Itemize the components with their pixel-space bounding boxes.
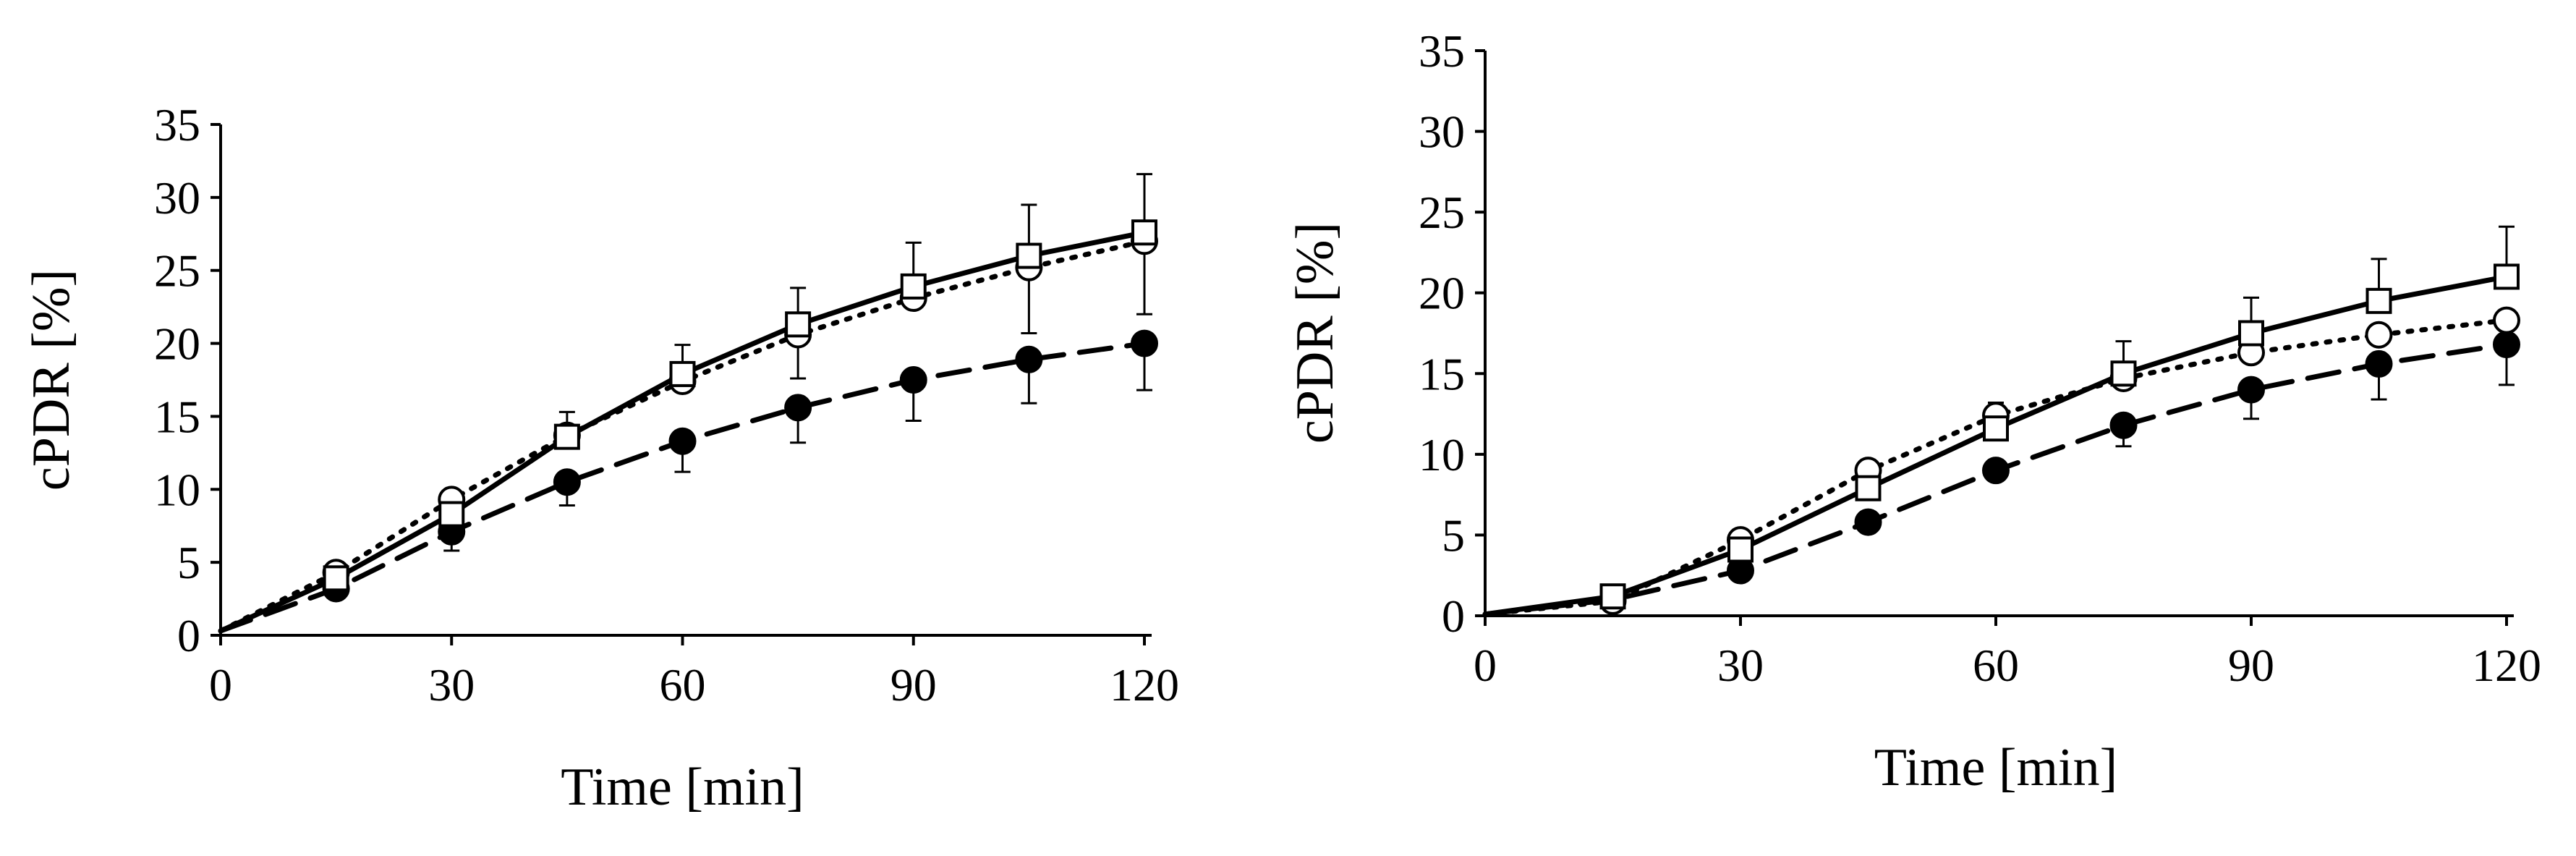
left-point-open-square-solid bbox=[785, 311, 812, 338]
left-y-tick-label: 10 bbox=[154, 464, 200, 515]
left-y-tick-label: 30 bbox=[154, 172, 200, 224]
right-point-open-square-solid bbox=[1855, 475, 1882, 501]
right-x-tick-label: 120 bbox=[2472, 640, 2541, 691]
right-point-open-circle-dotted bbox=[2493, 306, 2520, 334]
right-series-open-square-solid-line bbox=[1482, 274, 2509, 617]
right-y-tick-label: 10 bbox=[1419, 429, 1465, 480]
left-point-open-square-solid bbox=[553, 423, 580, 450]
left-point-open-square-solid bbox=[900, 273, 927, 300]
left-point-filled-circle-dashed bbox=[899, 366, 927, 394]
right-y-axis-label: cPDR [%] bbox=[1285, 222, 1345, 444]
right-point-open-circle-dotted bbox=[2365, 321, 2393, 349]
left-x-tick-label: 120 bbox=[1110, 659, 1179, 711]
chart-left: 0 5 10 15 20 25 30 35 0 30 60 90 120 cPDR [%] Time [mi… bbox=[22, 99, 1179, 817]
right-point-open-square-solid bbox=[2494, 263, 2520, 290]
left-point-open-square-solid bbox=[1016, 242, 1042, 269]
right-point-filled-circle-dashed bbox=[2109, 411, 2138, 439]
right-x-tick-label: 60 bbox=[1973, 640, 2019, 691]
left-point-filled-circle-dashed bbox=[784, 394, 812, 422]
right-y-tick-label: 35 bbox=[1419, 25, 1465, 77]
chart-right: 0 5 10 15 20 25 30 35 0 30 60 90 120 cPDR [%] Time [mi… bbox=[1285, 25, 2541, 797]
right-y-tick-label: 30 bbox=[1419, 106, 1465, 158]
left-point-open-square-solid bbox=[323, 565, 349, 592]
right-point-open-square-solid bbox=[1983, 415, 2009, 442]
left-x-tick-label: 30 bbox=[428, 659, 475, 711]
right-point-filled-circle-dashed bbox=[1854, 508, 1882, 536]
left-point-filled-circle-dashed bbox=[553, 468, 581, 496]
left-point-open-square-solid bbox=[1131, 219, 1157, 246]
right-point-filled-circle-dashed bbox=[2493, 331, 2520, 359]
right-point-open-square-solid bbox=[2365, 287, 2392, 314]
right-y-tick-label: 5 bbox=[1442, 509, 1465, 561]
left-y-tick-label: 20 bbox=[154, 318, 200, 370]
right-point-open-square-solid bbox=[1727, 536, 1754, 563]
left-x-tick-label: 60 bbox=[660, 659, 706, 711]
left-y-tick-label: 0 bbox=[177, 610, 200, 661]
right-x-tick-label: 30 bbox=[1717, 640, 1764, 691]
left-x-axis-label: Time [min] bbox=[561, 758, 804, 817]
left-x-tick-label: 0 bbox=[209, 659, 232, 711]
right-point-open-square-solid bbox=[2110, 360, 2137, 387]
right-y-tick-label: 0 bbox=[1442, 590, 1465, 642]
right-point-open-square-solid bbox=[2238, 320, 2264, 347]
right-x-axis-label: Time [min] bbox=[1874, 738, 2117, 797]
left-point-filled-circle-dashed bbox=[668, 427, 697, 455]
left-x-tick-label: 90 bbox=[890, 659, 937, 711]
left-y-tick-label: 15 bbox=[154, 391, 200, 442]
right-point-filled-circle-dashed bbox=[1982, 457, 2010, 485]
left-y-tick-label: 25 bbox=[154, 245, 200, 297]
right-point-filled-circle-dashed bbox=[2365, 349, 2393, 378]
left-point-filled-circle-dashed bbox=[1015, 345, 1043, 373]
right-x-tick-label: 90 bbox=[2228, 640, 2274, 691]
right-point-open-square-solid bbox=[1599, 583, 1626, 610]
left-y-tick-label: 35 bbox=[154, 99, 200, 151]
left-y-tick-label: 5 bbox=[177, 537, 200, 588]
right-point-filled-circle-dashed bbox=[2237, 376, 2265, 404]
left-point-open-square-solid bbox=[669, 360, 696, 387]
left-y-axis-label: cPDR [%] bbox=[22, 269, 81, 491]
right-y-tick-label: 15 bbox=[1419, 348, 1465, 399]
right-y-tick-label: 25 bbox=[1419, 187, 1465, 238]
left-point-open-square-solid bbox=[438, 501, 465, 527]
right-y-tick-label: 20 bbox=[1419, 268, 1465, 319]
left-point-filled-circle-dashed bbox=[1131, 329, 1158, 357]
right-x-tick-label: 0 bbox=[1474, 640, 1497, 691]
